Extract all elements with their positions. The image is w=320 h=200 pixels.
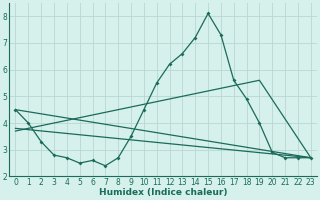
- X-axis label: Humidex (Indice chaleur): Humidex (Indice chaleur): [99, 188, 228, 197]
